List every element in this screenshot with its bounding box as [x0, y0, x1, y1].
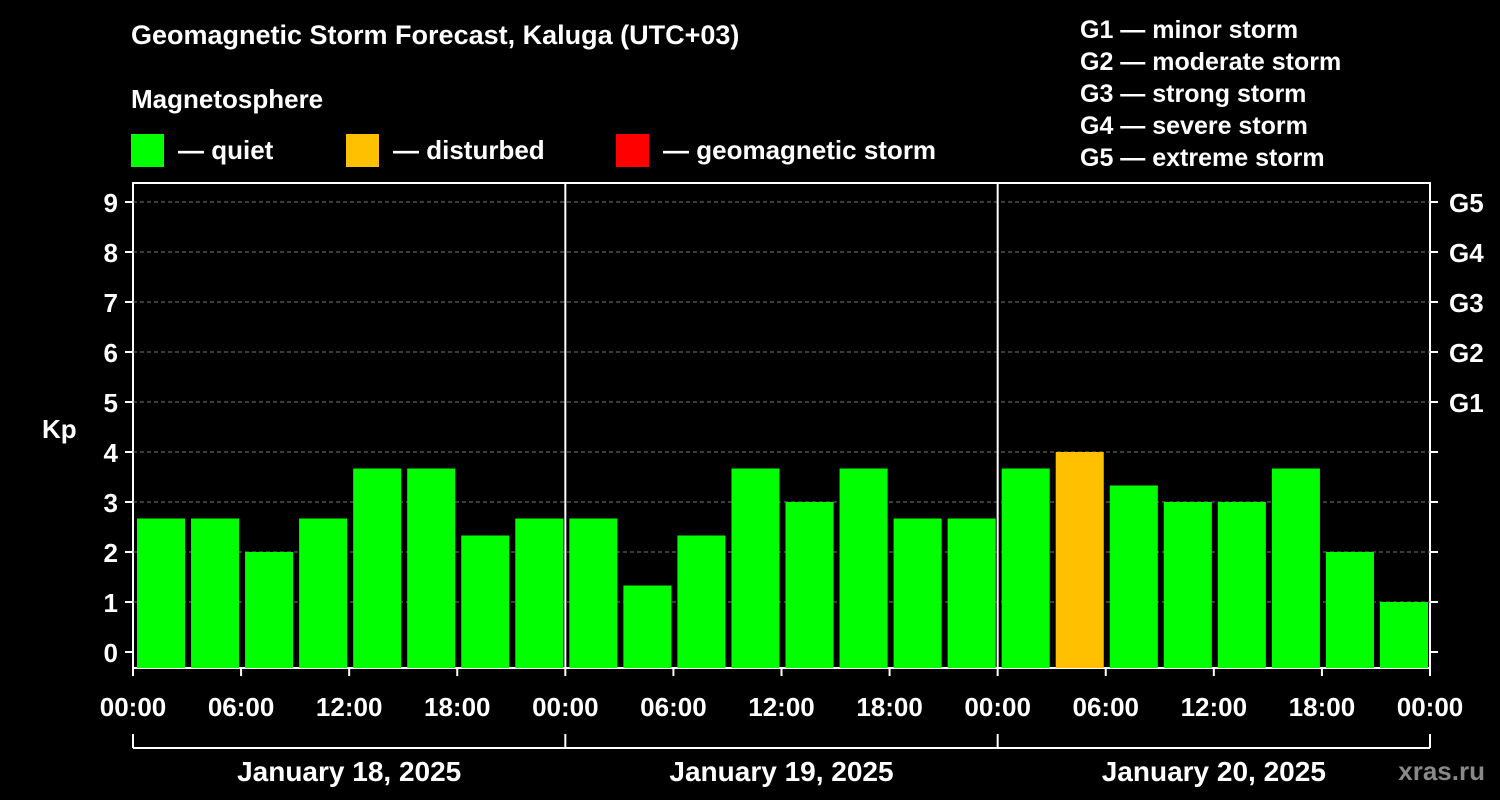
g-scale-label-g1: G1: [1449, 388, 1484, 418]
storm-scale-g2: G2 — moderate storm: [1080, 48, 1342, 76]
kp-bar-18: [1055, 452, 1104, 668]
x-tick-label-9: 06:00: [1073, 692, 1140, 722]
x-tick-label-3: 18:00: [424, 692, 491, 722]
x-tick-label-1: 06:00: [208, 692, 275, 722]
kp-bar-8: [515, 518, 564, 668]
kp-bar-15: [893, 518, 942, 668]
legend-disturbed: — disturbed: [346, 133, 545, 167]
y-axis-label: Kp: [42, 414, 77, 444]
kp-bar-23: [1325, 552, 1374, 668]
kp-bar-24: [1379, 602, 1428, 668]
y-tick-label-2: 2: [104, 538, 118, 568]
kp-bar-16: [947, 518, 996, 668]
legend-swatch-disturbed: [346, 133, 379, 167]
kp-bar-20: [1163, 502, 1212, 668]
x-tick-label-7: 18:00: [856, 692, 923, 722]
kp-bar-12: [731, 468, 780, 668]
x-tick-label-6: 12:00: [748, 692, 815, 722]
x-tick-label-12: 00:00: [1397, 692, 1464, 722]
legend-swatch-quiet: [131, 133, 164, 167]
kp-bar-13: [785, 502, 834, 668]
x-tick-label-2: 12:00: [316, 692, 383, 722]
storm-scale-g3: G3 — strong storm: [1080, 80, 1307, 108]
g-scale-label-g4: G4: [1449, 238, 1484, 268]
storm-scale-g4: G4 — severe storm: [1080, 112, 1308, 140]
kp-bar-1: [137, 518, 186, 668]
storm-scale-legend: G1 — minor storm G2 — moderate storm G3 …: [1080, 14, 1341, 174]
kp-bar-5: [353, 468, 402, 668]
x-tick-label-5: 06:00: [640, 692, 707, 722]
kp-bar-17: [1001, 468, 1050, 668]
g-scale-label-g5: G5: [1449, 188, 1484, 218]
kp-bar-2: [191, 518, 240, 668]
kp-bar-9: [569, 518, 618, 668]
kp-bar-14: [839, 468, 888, 668]
legend-quiet: — quiet: [131, 133, 273, 167]
legend-label-disturbed: — disturbed: [393, 134, 545, 165]
legend-storm: — geomagnetic storm: [616, 133, 936, 167]
x-tick-label-11: 18:00: [1289, 692, 1356, 722]
y-tick-label-4: 4: [104, 438, 119, 468]
y-tick-label-3: 3: [104, 488, 118, 518]
y-tick-label-8: 8: [104, 238, 118, 268]
kp-bar-3: [245, 552, 294, 668]
kp-bar-11: [677, 535, 726, 668]
day-label-3: January 20, 2025: [1102, 756, 1326, 787]
storm-scale-g1: G1 — minor storm: [1080, 16, 1299, 44]
day-label-2: January 19, 2025: [669, 756, 893, 787]
y-tick-label-9: 9: [104, 188, 118, 218]
kp-bar-22: [1271, 468, 1320, 668]
y-tick-label-1: 1: [104, 588, 118, 618]
storm-scale-g5: G5 — extreme storm: [1080, 144, 1325, 172]
legend-swatch-storm: [616, 133, 649, 167]
y-tick-label-0: 0: [104, 638, 118, 668]
y-tick-label-6: 6: [104, 338, 118, 368]
x-tick-label-4: 00:00: [532, 692, 599, 722]
legend-label-quiet: — quiet: [178, 134, 274, 165]
legend-heading: Magnetosphere: [131, 84, 324, 114]
watermark: xras.ru: [1398, 756, 1485, 786]
kp-bar-21: [1217, 502, 1266, 668]
x-tick-label-10: 12:00: [1181, 692, 1248, 722]
kp-bar-7: [461, 535, 510, 668]
x-tick-label-8: 00:00: [964, 692, 1031, 722]
g-scale-label-g3: G3: [1449, 288, 1484, 318]
kp-bar-6: [407, 468, 456, 668]
kp-bar-10: [623, 585, 672, 668]
day-label-1: January 18, 2025: [237, 756, 461, 787]
y-tick-label-5: 5: [104, 388, 118, 418]
legend-label-storm: — geomagnetic storm: [663, 134, 937, 165]
x-tick-label-0: 00:00: [100, 692, 167, 722]
kp-bar-19: [1109, 485, 1158, 668]
kp-bar-4: [299, 518, 348, 668]
y-tick-label-7: 7: [104, 288, 118, 318]
g-scale-label-g2: G2: [1449, 338, 1484, 368]
chart-title: Geomagnetic Storm Forecast, Kaluga (UTC+…: [131, 20, 740, 50]
